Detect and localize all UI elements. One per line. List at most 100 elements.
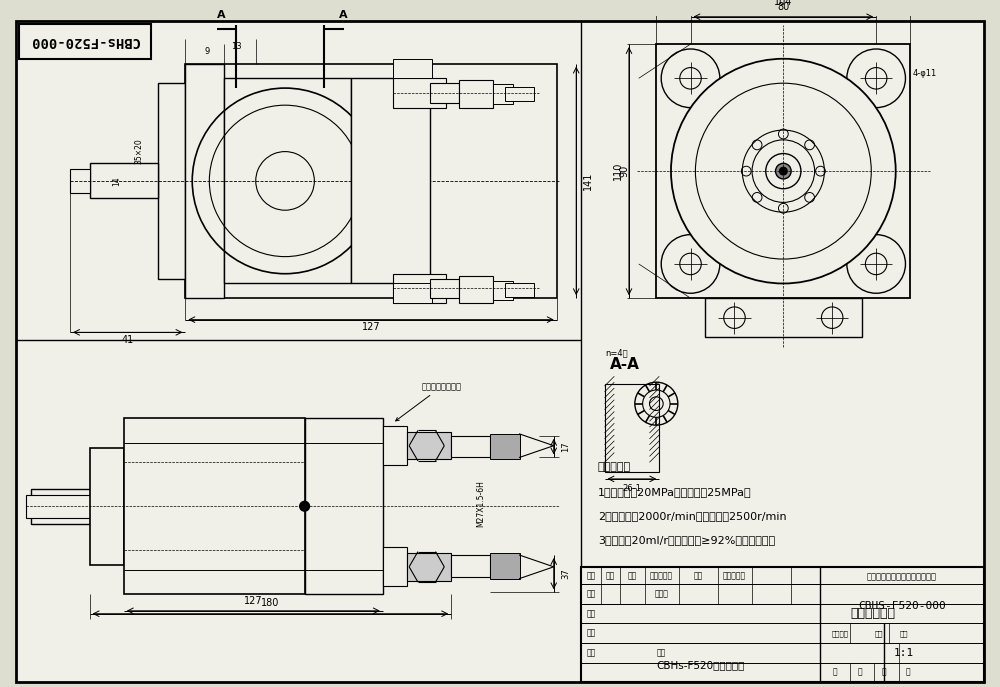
Bar: [224, 78, 351, 284]
Text: 图纸标记: 图纸标记: [832, 630, 849, 637]
Text: 标记: 标记: [586, 571, 595, 580]
Text: 14: 14: [113, 176, 122, 185]
Bar: [505, 284, 534, 297]
Bar: [16, 340, 581, 682]
Bar: [493, 280, 513, 300]
Bar: [459, 80, 493, 108]
Text: A: A: [339, 10, 348, 20]
Text: 外连接尺寸图: 外连接尺寸图: [850, 607, 895, 620]
Circle shape: [776, 164, 791, 179]
Text: 90: 90: [619, 165, 629, 177]
Text: 设计: 设计: [586, 589, 595, 598]
Bar: [490, 434, 520, 460]
Text: 141: 141: [583, 172, 593, 190]
Text: 处数: 处数: [606, 571, 615, 580]
Bar: [393, 78, 446, 108]
Text: n=4均: n=4均: [606, 348, 628, 357]
Text: 13: 13: [231, 42, 242, 51]
Bar: [351, 78, 430, 284]
Text: 1、额定压力20MPa，最高压力25MPa。: 1、额定压力20MPa，最高压力25MPa。: [598, 486, 751, 497]
Bar: [451, 436, 490, 458]
Text: 2、额定转速2000r/min，最高转速2500r/min: 2、额定转速2000r/min，最高转速2500r/min: [598, 511, 786, 521]
Text: 35×20: 35×20: [134, 139, 143, 164]
Bar: [705, 298, 862, 337]
Bar: [185, 64, 224, 298]
Text: A: A: [217, 10, 226, 20]
Text: 技术参数：: 技术参数：: [598, 462, 631, 472]
Bar: [656, 44, 910, 298]
Bar: [393, 273, 446, 303]
Bar: [451, 555, 490, 576]
Text: 年、月、日: 年、月、日: [723, 571, 746, 580]
Bar: [407, 553, 451, 581]
Bar: [493, 85, 513, 104]
Text: 127: 127: [362, 322, 380, 333]
Bar: [383, 548, 407, 587]
Bar: [90, 448, 124, 565]
Text: 80: 80: [777, 2, 789, 12]
Circle shape: [661, 49, 720, 108]
Text: A-A: A-A: [610, 357, 640, 372]
Text: 9: 9: [204, 47, 210, 56]
Bar: [459, 275, 493, 303]
Text: CBHS-F520-000: CBHS-F520-000: [858, 601, 946, 611]
Bar: [581, 21, 984, 340]
Text: 17: 17: [561, 441, 570, 452]
Bar: [124, 418, 305, 594]
Bar: [605, 384, 659, 472]
Bar: [490, 553, 520, 578]
Text: 4-φ11: 4-φ11: [913, 69, 937, 78]
Bar: [158, 83, 185, 279]
Text: 批准: 批准: [657, 649, 666, 657]
Text: 重量: 重量: [875, 630, 883, 637]
Bar: [430, 83, 459, 103]
Bar: [90, 164, 158, 199]
Bar: [430, 279, 459, 298]
Text: 张: 张: [906, 668, 911, 677]
Text: M27X1.5-6H: M27X1.5-6H: [476, 480, 485, 527]
Bar: [383, 426, 407, 465]
Text: 比例: 比例: [899, 630, 908, 637]
Bar: [505, 87, 534, 101]
Bar: [407, 432, 451, 460]
Text: 37: 37: [561, 568, 570, 579]
Bar: [581, 340, 984, 682]
Text: CBHs-F520齿轮泵总成: CBHs-F520齿轮泵总成: [657, 660, 745, 671]
Text: 张: 张: [857, 668, 862, 677]
Circle shape: [779, 167, 787, 175]
Bar: [581, 567, 984, 682]
Text: 审定: 审定: [586, 629, 595, 638]
Bar: [19, 23, 151, 59]
Text: 标准化: 标准化: [654, 589, 668, 598]
Bar: [26, 495, 95, 518]
Text: 油液外泄引回油箱: 油液外泄引回油箱: [396, 382, 462, 421]
Circle shape: [300, 502, 309, 511]
Bar: [185, 64, 557, 298]
Text: 1:1: 1:1: [893, 648, 914, 658]
Text: 分区: 分区: [627, 571, 637, 580]
Circle shape: [671, 59, 896, 284]
Bar: [393, 284, 432, 303]
Bar: [305, 418, 383, 594]
Text: 110: 110: [613, 162, 623, 180]
Bar: [393, 59, 432, 78]
Circle shape: [847, 235, 905, 293]
Text: 41: 41: [122, 335, 134, 345]
Text: 104: 104: [774, 0, 793, 7]
Text: 审核: 审核: [586, 609, 595, 618]
Text: 180: 180: [261, 598, 280, 608]
Text: 3、排量：20ml/r，容积效率≥92%，旋向：左旋: 3、排量：20ml/r，容积效率≥92%，旋向：左旋: [598, 535, 775, 545]
Bar: [16, 21, 581, 340]
Text: 共: 共: [833, 668, 837, 677]
Bar: [31, 488, 90, 523]
Text: 签名: 签名: [694, 571, 703, 580]
Text: 工艺: 工艺: [586, 649, 595, 657]
Circle shape: [661, 235, 720, 293]
Circle shape: [847, 49, 905, 108]
Text: 更改文件号: 更改文件号: [650, 571, 673, 580]
Text: 常州博信华盛液压科技有限公司: 常州博信华盛液压科技有限公司: [867, 572, 937, 581]
Text: 127: 127: [243, 596, 262, 606]
Text: CBHs-F520-000: CBHs-F520-000: [30, 34, 139, 48]
Text: 第: 第: [882, 668, 886, 677]
Bar: [70, 169, 90, 192]
